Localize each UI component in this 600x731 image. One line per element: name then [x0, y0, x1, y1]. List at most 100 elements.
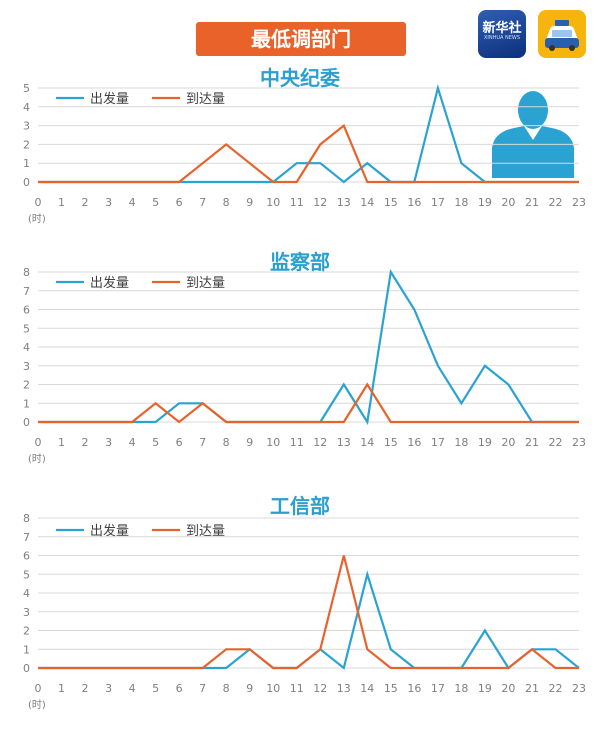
- chart-title-2: 监察部: [270, 250, 330, 274]
- x-tick-label: 0: [35, 196, 42, 209]
- chart-title-1: 中央纪委: [260, 66, 340, 90]
- x-tick-label: 20: [501, 436, 515, 449]
- legend-label: 到达量: [186, 92, 225, 107]
- x-tick-label: 18: [454, 436, 468, 449]
- x-tick-label: 18: [454, 196, 468, 209]
- y-tick-label: 7: [23, 531, 30, 544]
- x-tick-label: 8: [223, 196, 230, 209]
- y-tick-label: 3: [23, 606, 30, 619]
- x-tick-label: 4: [129, 196, 136, 209]
- x-tick-label: 4: [129, 682, 136, 695]
- x-tick-label: 2: [82, 436, 89, 449]
- x-tick-label: 23: [572, 196, 586, 209]
- y-tick-label: 6: [23, 550, 30, 563]
- x-tick-label: 2: [82, 682, 89, 695]
- x-tick-label: 7: [199, 682, 206, 695]
- x-tick-label: 15: [384, 196, 398, 209]
- y-tick-label: 3: [23, 360, 30, 373]
- x-tick-label: 11: [290, 436, 304, 449]
- x-tick-label: 12: [313, 196, 327, 209]
- x-tick-label: 3: [105, 682, 112, 695]
- y-tick-label: 2: [23, 138, 30, 151]
- person-silhouette-icon: [492, 91, 574, 178]
- x-tick-label: 1: [58, 682, 65, 695]
- xinhua-logo-text: 新华社: [482, 21, 522, 36]
- x-axis-unit: (时): [28, 699, 46, 711]
- x-tick-label: 21: [525, 682, 539, 695]
- x-tick-label: 5: [152, 436, 159, 449]
- x-tick-label: 17: [431, 682, 445, 695]
- legend-label: 出发量: [90, 91, 129, 107]
- y-tick-label: 0: [23, 176, 30, 189]
- y-tick-label: 6: [23, 304, 30, 317]
- legend-label: 出发量: [90, 523, 129, 539]
- series-line-arrival: [38, 382, 579, 424]
- y-tick-label: 0: [23, 416, 30, 429]
- x-tick-label: 9: [246, 436, 253, 449]
- chart-title-3: 工信部: [270, 494, 330, 518]
- x-tick-label: 1: [58, 196, 65, 209]
- x-tick-label: 17: [431, 196, 445, 209]
- y-tick-label: 1: [23, 643, 30, 656]
- y-tick-label: 2: [23, 379, 30, 392]
- y-tick-label: 5: [23, 568, 30, 581]
- xinhua-logo: 新华社 XINHUA NEWS: [478, 10, 526, 58]
- x-tick-label: 5: [152, 682, 159, 695]
- x-tick-label: 12: [313, 436, 327, 449]
- x-tick-label: 17: [431, 436, 445, 449]
- x-axis-unit: (时): [28, 213, 46, 225]
- legend-label: 出发量: [90, 275, 129, 291]
- banner-title: 最低调部门: [196, 22, 406, 56]
- x-tick-label: 8: [223, 436, 230, 449]
- x-tick-label: 13: [337, 682, 351, 695]
- taxi-icon: [538, 10, 586, 58]
- y-tick-label: 4: [23, 587, 30, 600]
- x-tick-label: 9: [246, 196, 253, 209]
- x-tick-label: 16: [407, 196, 421, 209]
- x-tick-label: 4: [129, 436, 136, 449]
- x-tick-label: 15: [384, 682, 398, 695]
- y-tick-label: 1: [23, 397, 30, 410]
- y-tick-label: 5: [23, 82, 30, 95]
- x-tick-label: 19: [478, 436, 492, 449]
- x-tick-label: 21: [525, 196, 539, 209]
- x-tick-label: 16: [407, 682, 421, 695]
- y-tick-label: 0: [23, 662, 30, 675]
- x-tick-label: 3: [105, 436, 112, 449]
- x-tick-label: 13: [337, 196, 351, 209]
- x-tick-label: 7: [199, 196, 206, 209]
- x-tick-label: 0: [35, 682, 42, 695]
- series-line-arrival: [38, 123, 579, 184]
- x-axis-unit: (时): [28, 453, 46, 465]
- y-tick-label: 7: [23, 285, 30, 298]
- x-tick-label: 14: [360, 682, 374, 695]
- y-tick-label: 1: [23, 157, 30, 170]
- x-tick-label: 12: [313, 682, 327, 695]
- x-tick-label: 3: [105, 196, 112, 209]
- x-tick-label: 23: [572, 682, 586, 695]
- x-tick-label: 20: [501, 682, 515, 695]
- x-tick-label: 22: [548, 436, 562, 449]
- x-tick-label: 19: [478, 682, 492, 695]
- x-tick-label: 6: [176, 682, 183, 695]
- legend-label: 到达量: [186, 276, 225, 291]
- x-tick-label: 10: [266, 436, 280, 449]
- x-tick-label: 11: [290, 196, 304, 209]
- x-tick-label: 9: [246, 682, 253, 695]
- x-tick-label: 0: [35, 436, 42, 449]
- y-tick-label: 4: [23, 341, 30, 354]
- y-tick-label: 2: [23, 625, 30, 638]
- x-tick-label: 22: [548, 682, 562, 695]
- x-tick-label: 21: [525, 436, 539, 449]
- y-tick-label: 8: [23, 266, 30, 279]
- x-tick-label: 10: [266, 196, 280, 209]
- x-tick-label: 5: [152, 196, 159, 209]
- series-line-arrival: [38, 555, 579, 670]
- x-tick-label: 6: [176, 436, 183, 449]
- x-tick-label: 6: [176, 196, 183, 209]
- x-tick-label: 22: [548, 196, 562, 209]
- legend-label: 到达量: [186, 524, 225, 539]
